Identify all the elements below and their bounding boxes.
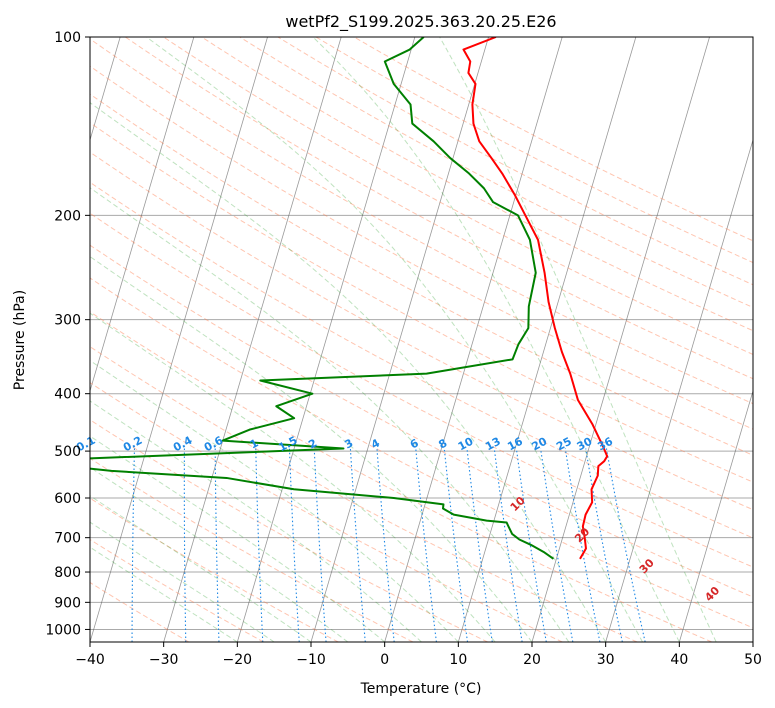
dry-adiabat-line xyxy=(90,122,753,483)
mixing-ratio-line xyxy=(183,448,187,642)
x-axis-ticks: −40 −30 −20 −10 0 10 20 30 40 50 xyxy=(75,642,762,668)
mixing-ratio-line xyxy=(564,448,601,642)
mixing-ratio-line xyxy=(493,448,523,642)
dewpoint-profile-line xyxy=(90,37,555,560)
moist-adiabat-line xyxy=(90,359,459,642)
x-tick-label: 30 xyxy=(597,652,615,668)
mixing-ratio-label: 10 xyxy=(456,435,476,454)
dry-adiabat-line xyxy=(90,244,753,598)
y-tick-label: 600 xyxy=(54,491,81,507)
dry-adiabat-line xyxy=(90,93,753,456)
isotherm-line xyxy=(678,389,753,642)
isotherm-line xyxy=(605,138,753,642)
x-tick-label: 50 xyxy=(744,652,762,668)
profile-lines xyxy=(90,37,609,560)
dry-adiabat-line xyxy=(90,581,190,642)
y-tick-label: 800 xyxy=(54,565,81,581)
mixing-ratio-label: 16 xyxy=(505,435,525,454)
dry-adiabat-line xyxy=(239,37,753,309)
plot-frame xyxy=(89,36,754,643)
moist-adiabat-line xyxy=(90,521,275,642)
moist-adiabat-line xyxy=(90,102,607,642)
temperature-profile-line xyxy=(462,37,609,560)
moist-adiabat-line xyxy=(90,255,533,642)
x-tick-label: −40 xyxy=(75,652,105,668)
moist-adiabat-line xyxy=(312,37,680,642)
mixing-ratio-line xyxy=(131,448,136,642)
x-axis-label: Temperature (°C) xyxy=(360,681,482,697)
y-tick-label: 400 xyxy=(54,387,81,403)
isotherm-line xyxy=(531,37,710,642)
dry-adiabat-line xyxy=(90,277,753,629)
mixing-ratio-line xyxy=(540,448,574,642)
isotherm-line xyxy=(236,37,416,642)
chart-title: wetPf2_S199.2025.363.20.25.E26 xyxy=(285,12,556,32)
mixing-ratio-label: 36 xyxy=(595,435,615,454)
moist-adiabat-line xyxy=(90,187,570,642)
x-tick-label: 40 xyxy=(670,652,688,668)
mixing-ratio-label: 20 xyxy=(530,435,550,454)
dry-adiabat-line xyxy=(90,346,638,642)
mixing-ratio-label: 25 xyxy=(554,435,574,454)
isotherm-line xyxy=(90,37,195,393)
x-tick-label: 20 xyxy=(523,652,541,668)
dry-adiabat-line xyxy=(90,181,753,539)
isotherm-line xyxy=(163,37,342,642)
dry-adiabat-line xyxy=(90,212,753,568)
dry-adiabat-line xyxy=(90,497,339,642)
y-tick-label: 100 xyxy=(54,30,81,46)
dry-adiabat-line xyxy=(90,38,753,405)
dry-adiabat-line xyxy=(90,65,753,430)
mixing-ratio-line xyxy=(214,448,220,642)
moist-adiabat-line xyxy=(90,466,349,642)
x-tick-label: 0 xyxy=(380,652,389,668)
y-tick-label: 200 xyxy=(54,208,81,224)
dry-adiabat-line xyxy=(90,382,563,642)
y-axis-ticks: 1000 900 800 700 600 500 400 300 200 100 xyxy=(45,30,90,638)
y-axis-label: Pressure (hPa) xyxy=(12,290,28,390)
isotherm-line xyxy=(90,37,121,142)
moist-adiabat-line xyxy=(90,495,312,642)
mixing-ratio-label: 13 xyxy=(483,435,503,454)
mixing-ratio-line xyxy=(585,448,623,642)
mixing-ratio-label: 30 xyxy=(575,435,595,454)
mixing-ratio-line xyxy=(515,448,547,642)
x-tick-label: 10 xyxy=(449,652,467,668)
background-lines xyxy=(90,37,753,642)
y-tick-label: 300 xyxy=(54,313,81,329)
isotherm-line xyxy=(90,37,268,642)
isotherm-line xyxy=(384,37,563,642)
y-tick-label: 1000 xyxy=(45,622,81,638)
y-tick-label: 500 xyxy=(54,444,81,460)
y-tick-label: 700 xyxy=(54,531,81,547)
moist-adiabat-line xyxy=(146,37,643,642)
x-tick-label: −30 xyxy=(149,652,179,668)
moist-adiabat-line xyxy=(439,37,717,642)
x-tick-label: −10 xyxy=(296,652,326,668)
moist-adiabat-line xyxy=(90,435,385,642)
y-tick-label: 900 xyxy=(54,595,81,611)
isotherm-line xyxy=(457,37,637,642)
dry-adiabat-line xyxy=(90,457,414,642)
dry-adiabat-line xyxy=(277,37,753,286)
isotherm-line xyxy=(310,37,489,642)
dry-adiabat-line xyxy=(90,419,488,642)
x-tick-label: −20 xyxy=(223,652,253,668)
moist-adiabat-line xyxy=(90,312,496,642)
mixing-ratio-line xyxy=(605,448,646,642)
